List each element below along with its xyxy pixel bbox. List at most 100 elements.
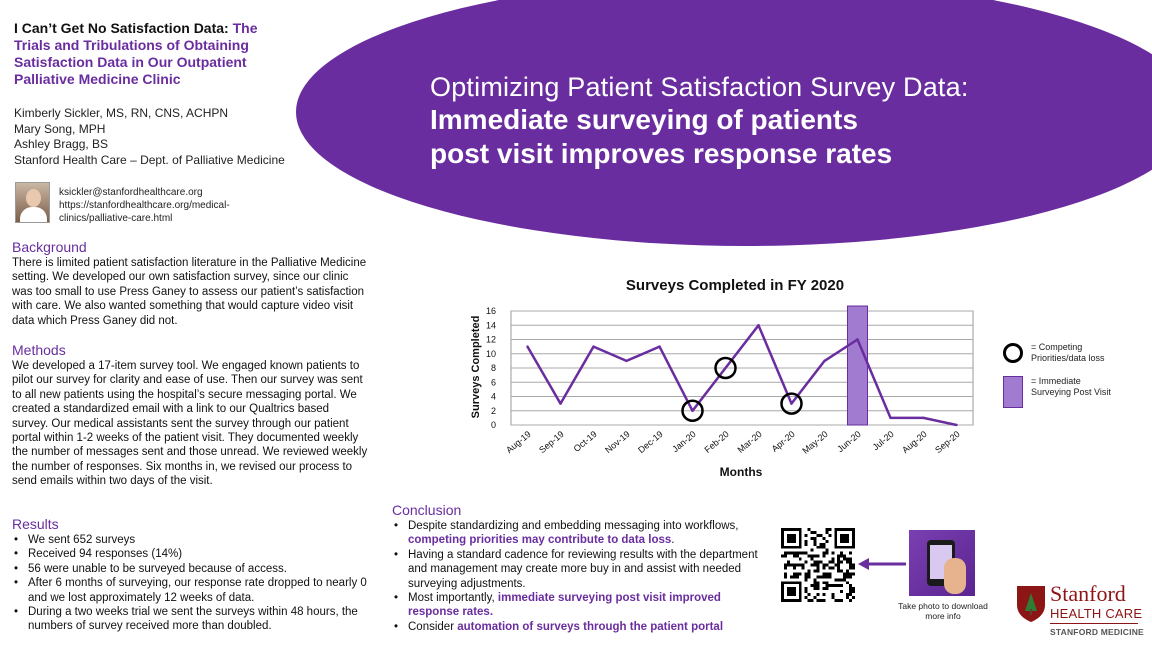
chart-circled-point — [780, 392, 803, 415]
conclusion-list: Despite standardizing and embedding mess… — [392, 519, 772, 635]
author-list: Kimberly Sickler, MS, RN, CNS, ACHPN Mar… — [14, 106, 285, 168]
logo-line3: STANFORD MEDICINE — [1050, 627, 1144, 637]
conclusion-item4-text: Consider — [408, 620, 455, 633]
conclusion-item3-text: Most importantly, — [408, 592, 495, 605]
author-3: Ashley Bragg, BS — [14, 137, 109, 151]
contact-info: ksickler@stanfordhealthcare.org https://… — [59, 186, 230, 225]
chart-x-tick-label: Nov-19 — [603, 429, 632, 455]
banner-ellipse — [296, 0, 1152, 246]
contact-url-line2[interactable]: clinics/palliative-care.html — [59, 213, 173, 224]
phone-scan-icon — [909, 530, 975, 596]
chart-title: Surveys Completed in FY 2020 — [626, 277, 844, 294]
conclusion-heading: Conclusion — [392, 502, 462, 518]
chart-y-tick-label: 12 — [486, 335, 496, 345]
chart-y-tick-label: 14 — [486, 320, 496, 330]
chart-data-point — [592, 345, 595, 348]
chart-circled-point — [714, 356, 737, 380]
poster-title: I Can’t Get No Satisfaction Data: The Tr… — [14, 20, 294, 88]
conclusion-item1-end: . — [671, 534, 675, 547]
take-photo-caption: Take photo to download more info — [898, 601, 988, 621]
chart-x-tick-label: Aug-20 — [900, 429, 929, 455]
chart-data-point — [658, 345, 661, 348]
chart-x-tick-label: Jan-20 — [670, 429, 698, 454]
chart-x-tick-label: Aug-19 — [504, 429, 533, 455]
results-item: After 6 months of surveying, our respons… — [12, 576, 368, 605]
results-item: 56 were unable to be surveyed because of… — [12, 562, 368, 577]
chart-data-point — [889, 416, 892, 420]
contact-url-line1[interactable]: https://stanfordhealthcare.org/medical- — [59, 200, 230, 211]
legend-bar-marker — [1003, 376, 1023, 408]
chart-y-tick-label: 6 — [491, 377, 496, 387]
chart-y-tick-label: 16 — [486, 306, 496, 316]
chart-x-tick-label: Sep-19 — [537, 429, 566, 455]
chart-y-tick-label: 0 — [491, 420, 496, 430]
chart-x-tick-label: Sep-20 — [933, 429, 962, 455]
stanford-shield-icon — [1017, 586, 1045, 622]
chart-data-point — [625, 359, 628, 363]
logo-line2: HEALTH CARE — [1050, 606, 1143, 621]
banner: Optimizing Patient Satisfaction Survey D… — [430, 72, 969, 171]
conclusion-item1-emphasis: competing priorities may contribute to d… — [408, 534, 672, 547]
background-heading: Background — [12, 239, 87, 255]
background-text: There is limited patient satisfaction li… — [12, 257, 367, 327]
conclusion-section: Conclusion Despite standardizing and emb… — [392, 502, 772, 635]
arrow-left-icon — [858, 558, 906, 570]
chart-data-point — [790, 402, 793, 405]
chart-x-tick-label: Apr-20 — [770, 429, 797, 454]
chart-highlight-bar — [847, 305, 868, 426]
chart-y-tick-label: 2 — [491, 406, 496, 416]
legend-circle-label: = Competing Priorities/data loss — [1031, 342, 1105, 363]
chart-series-line — [526, 324, 957, 427]
logo-name: Stanford — [1050, 581, 1126, 606]
author-2: Mary Song, MPH — [14, 121, 106, 136]
chart-x-tick-label: Oct-19 — [572, 429, 599, 454]
results-heading: Results — [12, 516, 59, 532]
chart-y-tick-label: 8 — [491, 363, 496, 373]
chart-x-tick-label: May-20 — [800, 429, 829, 456]
results-section: Results We sent 652 surveys Received 94 … — [12, 516, 368, 634]
chart-y-tick-label: 10 — [486, 349, 496, 359]
chart-data-point — [922, 416, 925, 420]
conclusion-item1-text: Despite standardizing and embedding mess… — [408, 520, 739, 532]
author-1: Kimberly Sickler, MS, RN, CNS, ACHPN — [14, 106, 229, 120]
chart-data-point — [823, 359, 826, 363]
conclusion-item3-emphasis: immediate surveying post visit improved … — [408, 592, 721, 619]
poster-title-main: I Can’t Get No Satisfaction Data: — [14, 20, 229, 36]
conclusion-item4-emphasis: automation of surveys through the patien… — [457, 620, 724, 633]
surveys-chart-svg: Surveys Completed in FY 2020 Months Surv… — [470, 277, 974, 479]
methods-text: We developed a 17-item survey tool. We e… — [12, 360, 368, 488]
banner-line1: Optimizing Patient Satisfaction Survey D… — [430, 72, 969, 102]
chart-data-point — [559, 402, 562, 405]
chart-x-tick-label: Jul-20 — [871, 429, 896, 452]
conclusion-item: Having a standard cadence for reviewing … — [392, 548, 772, 591]
legend-bar-label: = Immediate Surveying Post Visit — [1031, 376, 1111, 397]
chart-x-tick-label: Dec-19 — [636, 429, 665, 455]
conclusion-item: Despite standardizing and embedding mess… — [392, 519, 772, 548]
banner-line3: post visit improves response rates — [430, 138, 893, 169]
methods-heading: Methods — [12, 342, 66, 358]
chart-data-point — [856, 338, 859, 341]
conclusion-item: Consider automation of surveys through t… — [392, 620, 772, 635]
author-photo — [15, 182, 50, 223]
chart-x-axis-label: Months — [720, 465, 763, 479]
chart-x-tick-label: Jun-20 — [835, 429, 863, 454]
chart-data-point — [757, 324, 760, 327]
methods-section: Methods We developed a 17-item survey to… — [12, 342, 368, 489]
legend-circle-marker — [1003, 343, 1023, 363]
chart-circled-point — [681, 399, 704, 422]
surveys-chart: Surveys Completed in FY 2020 Months Surv… — [462, 270, 1002, 485]
chart-x-tick-label: Feb-20 — [703, 429, 731, 455]
chart-x-tick-label: Mar-20 — [736, 429, 764, 455]
results-item: Received 94 responses (14%) — [12, 547, 368, 562]
qr-code-icon[interactable] — [781, 528, 855, 602]
background-section: Background There is limited patient sati… — [12, 239, 368, 328]
results-list: We sent 652 surveys Received 94 response… — [12, 533, 368, 634]
contact-email[interactable]: ksickler@stanfordhealthcare.org — [59, 187, 203, 198]
results-item: During a two weeks trial we sent the sur… — [12, 605, 368, 634]
chart-data-point — [691, 409, 694, 412]
chart-y-axis-label: Surveys Completed — [470, 316, 482, 419]
poster-title-sub: The Trials and Tribulations of Obtaining… — [14, 20, 258, 87]
logo-divider — [1050, 623, 1138, 624]
chart-data-point — [526, 345, 529, 348]
author-affiliation: Stanford Health Care – Dept. of Palliati… — [14, 152, 285, 167]
